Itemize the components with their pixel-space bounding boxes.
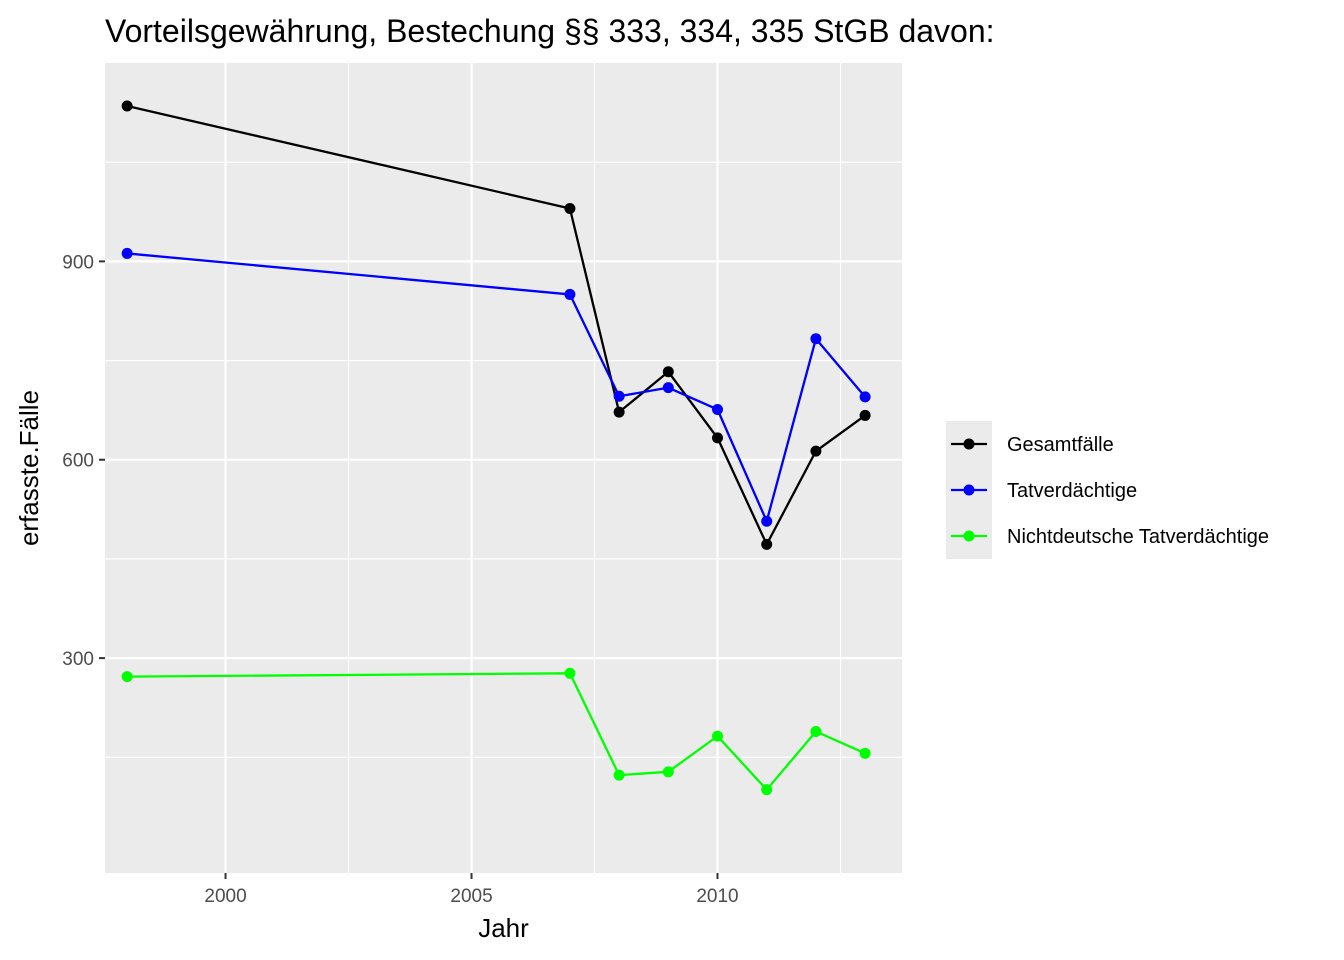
x-tick-label: 2000 xyxy=(204,886,246,907)
series-1-point xyxy=(859,409,871,421)
minor-gridlines xyxy=(105,63,902,873)
y-axis-title: erfasste.Fälle xyxy=(14,390,44,546)
series-1-point xyxy=(613,406,625,418)
y-tick-labels: 300 600 900 xyxy=(62,252,94,670)
series-2-point xyxy=(613,390,625,402)
y-tick-label: 300 xyxy=(62,649,94,670)
series-layer xyxy=(121,100,871,796)
axis-ticks xyxy=(99,260,719,879)
legend-key-point xyxy=(963,438,975,450)
series-1-line xyxy=(126,104,866,546)
series-1-point xyxy=(712,432,724,444)
legend-label: Tatverdächtige xyxy=(1007,480,1137,502)
series-3-point xyxy=(121,671,133,683)
series-2-line xyxy=(127,252,866,523)
series-2-point xyxy=(810,333,822,345)
series-1-point xyxy=(761,538,773,550)
series-3-point xyxy=(761,784,773,796)
series-2-point xyxy=(761,515,773,527)
plot-panel xyxy=(105,63,902,873)
y-tick-label: 600 xyxy=(62,451,94,472)
legend-key xyxy=(951,530,987,542)
series-2-point xyxy=(121,247,133,259)
series-3-point xyxy=(859,747,871,759)
x-tick-labels: 2000 2005 2010 xyxy=(204,886,738,907)
legend: Gesamtfälle Tatverdächtige Nichtdeutsche T… xyxy=(946,421,1269,559)
series-1-point xyxy=(564,202,576,214)
series-1-point xyxy=(810,445,822,457)
x-tick-label: 2010 xyxy=(696,886,738,907)
series-3-point xyxy=(810,725,822,737)
series-3-point xyxy=(564,667,576,679)
series-2-point xyxy=(712,403,724,415)
x-axis-title: Jahr xyxy=(478,913,529,943)
legend-key xyxy=(951,484,987,496)
series-1-point xyxy=(662,366,674,378)
series-3-point xyxy=(712,730,724,742)
x-tick-label: 2005 xyxy=(450,886,492,907)
series-2-point xyxy=(859,391,871,403)
legend-key-point xyxy=(963,484,975,496)
chart-title: Vorteilsgewährung, Bestechung §§ 333, 33… xyxy=(105,13,995,49)
legend-key xyxy=(951,438,987,450)
legend-label: Gesamtfälle xyxy=(1007,434,1114,456)
series-2-point xyxy=(564,288,576,300)
series-3-point xyxy=(662,766,674,778)
series-1-point xyxy=(121,100,133,112)
legend-label: Nichtdeutsche Tatverdächtige xyxy=(1007,526,1269,548)
y-tick-label: 900 xyxy=(62,252,94,273)
series-3-line xyxy=(127,672,866,791)
series-3-point xyxy=(613,769,625,781)
legend-key-point xyxy=(963,530,975,542)
series-2-point xyxy=(662,382,674,394)
